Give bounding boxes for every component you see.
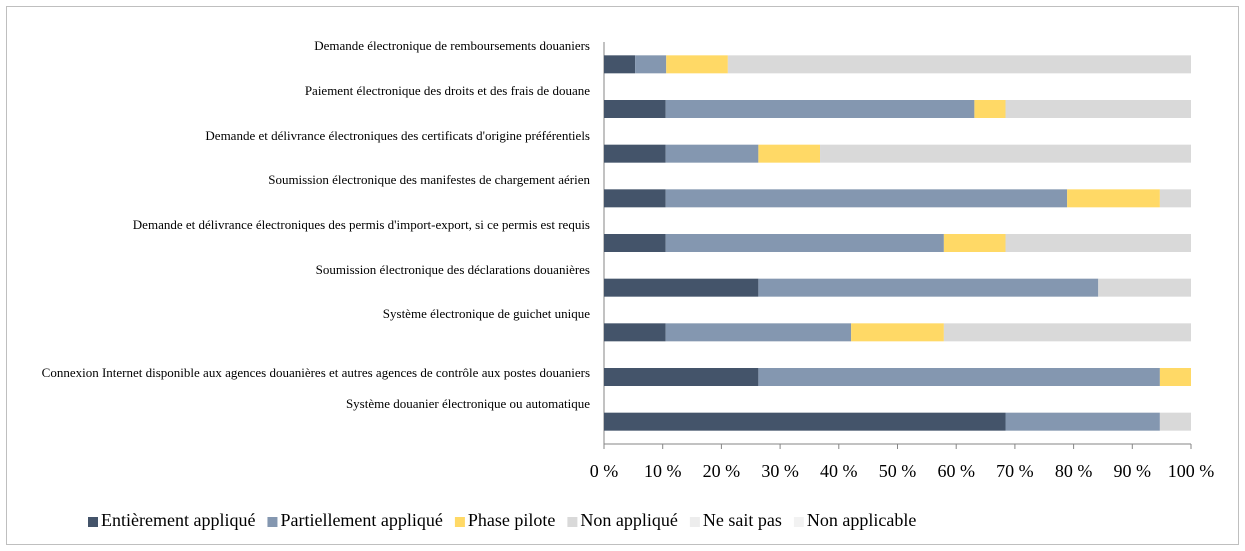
bar-segment	[604, 412, 1006, 431]
chart-border	[6, 6, 1239, 545]
category-label: Soumission électronique des déclarations…	[315, 261, 590, 277]
x-tick-label: 50 %	[879, 461, 917, 481]
x-tick-label: 20 %	[703, 461, 741, 481]
bar-segment	[758, 368, 1160, 386]
legend-swatch	[689, 517, 700, 527]
category-label: Connexion Internet disponible aux agence…	[41, 365, 590, 380]
category-label: Demande et délivrance électroniques des …	[132, 217, 590, 232]
x-tick-label: 100 %	[1168, 461, 1215, 481]
legend-label: Partiellement appliqué	[280, 510, 442, 530]
bar-segment	[943, 323, 1191, 342]
legend-swatch	[88, 517, 98, 527]
bar-segment	[665, 323, 852, 342]
bar-segment	[604, 368, 759, 386]
bar-segment	[665, 144, 759, 163]
x-tick-label: 30 %	[761, 461, 799, 481]
bar-segment	[665, 189, 1068, 208]
bar-segment	[1005, 234, 1191, 252]
x-tick-label: 80 %	[1055, 461, 1093, 481]
x-tick-label: 0 %	[590, 461, 619, 481]
bar-segment	[758, 278, 1099, 297]
bar-segment	[665, 100, 975, 118]
category-label: Demande et délivrance électroniques des …	[205, 127, 590, 143]
bar-segment	[727, 55, 1191, 74]
x-tick-label: 40 %	[820, 461, 858, 481]
legend-label: Non appliqué	[580, 510, 677, 530]
bar-segment	[665, 234, 944, 252]
bar-segment	[1159, 412, 1191, 431]
category-label: Demande électronique de remboursements d…	[314, 38, 590, 54]
bar-segment	[820, 144, 1191, 163]
bar-segment	[635, 55, 667, 74]
bar-segment	[758, 144, 821, 163]
category-label: Système électronique de guichet unique	[382, 306, 590, 322]
legend-label: Phase pilote	[468, 510, 556, 530]
bar-segment	[604, 189, 666, 208]
x-tick-label: 10 %	[644, 461, 682, 481]
bar-segment	[1005, 100, 1191, 118]
legend-swatch	[793, 517, 804, 527]
category-label: Système douanier électronique ou automat…	[345, 395, 590, 411]
legend-swatch	[454, 517, 465, 527]
bar-segment	[1159, 189, 1191, 208]
legend-label: Ne sait pas	[703, 510, 782, 530]
legend-swatch	[567, 517, 578, 527]
bar-segment	[974, 100, 1006, 118]
bar-segment	[1159, 368, 1191, 386]
bar-segment	[604, 144, 666, 163]
legend-label: Entièrement appliqué	[101, 510, 255, 530]
bar-segment	[943, 234, 1006, 252]
bar-segment	[604, 278, 759, 297]
x-tick-label: 70 %	[996, 461, 1034, 481]
bar-segment	[666, 55, 728, 74]
legend-label: Non applicable	[807, 510, 916, 530]
bar-segment	[604, 234, 666, 252]
x-tick-label: 60 %	[937, 461, 975, 481]
bar-segment	[1098, 278, 1191, 297]
bar-segment	[604, 323, 666, 342]
bar-segment	[851, 323, 944, 342]
legend-swatch	[267, 517, 278, 527]
category-label: Soumission électronique des manifestes d…	[268, 172, 590, 188]
bar-segment	[604, 100, 666, 118]
category-label: Paiement électronique des droits et des …	[304, 83, 590, 98]
x-tick-label: 90 %	[1114, 461, 1152, 481]
bar-segment	[1067, 189, 1160, 208]
bar-segment	[1005, 412, 1160, 431]
bar-segment	[604, 55, 636, 74]
